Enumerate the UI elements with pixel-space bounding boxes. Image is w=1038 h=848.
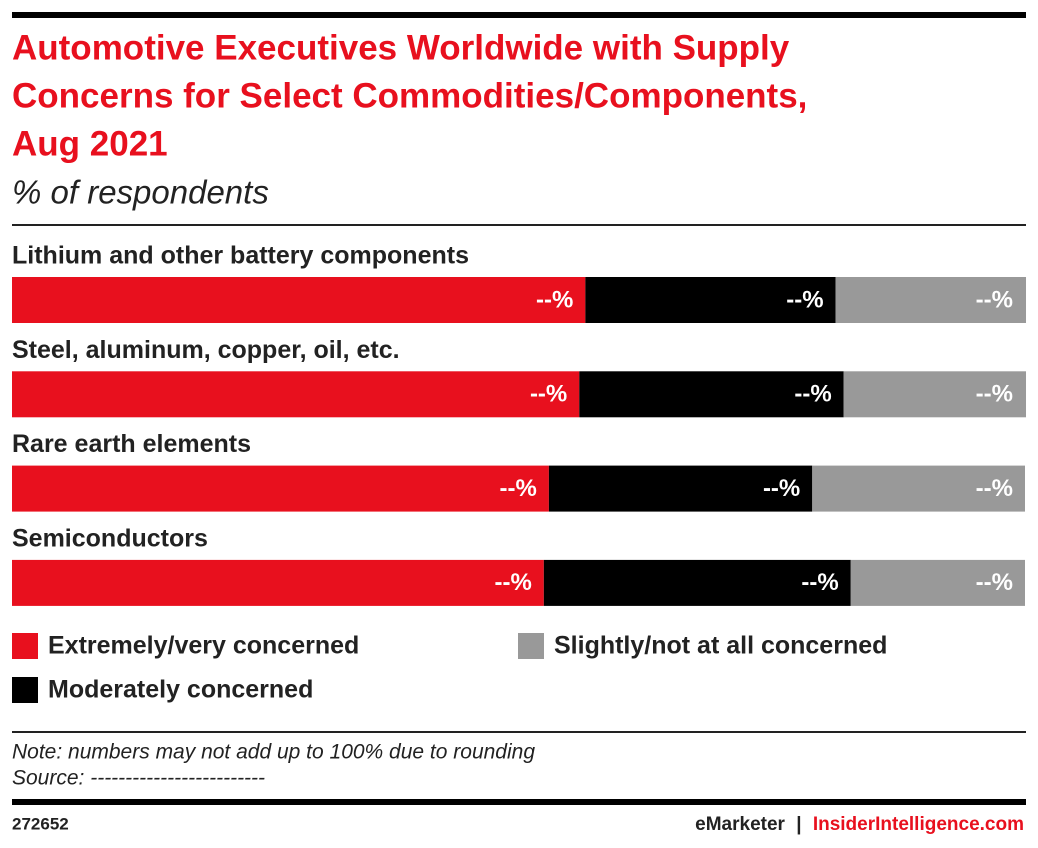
value-label: --% [976, 475, 1013, 502]
bar-segment [812, 465, 1025, 512]
legend-label: Moderately concerned [48, 676, 313, 704]
chart-title: Aug 2021 [12, 124, 168, 163]
value-label: --% [794, 381, 831, 408]
legend-swatch [518, 633, 544, 659]
value-label: --% [763, 475, 800, 502]
legend-label: Slightly/not at all concerned [554, 632, 887, 660]
site: InsiderIntelligence.com [813, 814, 1024, 835]
value-label: --% [801, 569, 838, 596]
footer-brand: eMarketer | InsiderIntelligence.com [695, 814, 1024, 835]
value-label: --% [976, 569, 1013, 596]
bar-segment [12, 371, 580, 418]
brand: eMarketer [695, 814, 785, 835]
bar-segment [12, 465, 549, 512]
bar-segment [843, 371, 1027, 418]
chart-id: 272652 [12, 814, 69, 833]
bar-segment [543, 559, 851, 606]
value-label: --% [976, 381, 1013, 408]
rule [12, 224, 1026, 226]
bottom-rule [12, 799, 1026, 805]
value-label: --% [494, 569, 531, 596]
category-label: Steel, aluminum, copper, oil, etc. [12, 336, 400, 364]
note: Note: numbers may not add up to 100% due… [12, 741, 535, 764]
category-label: Lithium and other battery components [12, 242, 469, 270]
bar-segment [835, 277, 1027, 323]
value-label: --% [500, 475, 537, 502]
chart-title: Concerns for Select Commodities/Componen… [12, 76, 807, 115]
legend-swatch [12, 633, 38, 659]
chart-title: Automotive Executives Worldwide with Sup… [12, 28, 790, 67]
bar-segment [579, 371, 844, 418]
value-label: --% [530, 381, 567, 408]
value-label: --% [976, 286, 1013, 313]
category-label: Rare earth elements [12, 430, 251, 458]
separator: | [796, 814, 801, 835]
value-label: --% [786, 286, 823, 313]
top-rule [12, 12, 1026, 18]
legend-swatch [12, 677, 38, 703]
rule [12, 731, 1026, 733]
bar-segment [850, 559, 1025, 606]
bar-segment [12, 277, 586, 323]
category-label: Semiconductors [12, 525, 208, 553]
bar-segment [585, 277, 836, 323]
bar-segment [12, 559, 544, 606]
value-label: --% [536, 286, 573, 313]
bar-segment [548, 465, 813, 512]
legend-label: Extremely/very concerned [48, 632, 359, 660]
chart-subtitle: % of respondents [12, 174, 269, 211]
source: Source: ------------------------- [12, 767, 265, 790]
